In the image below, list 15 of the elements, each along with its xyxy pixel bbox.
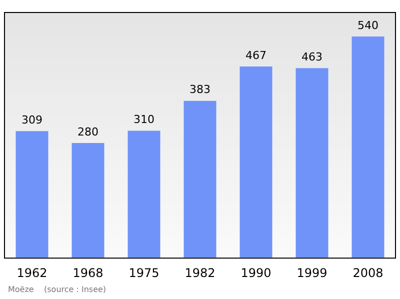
data-label: 280 (78, 125, 98, 138)
data-label: 463 (302, 50, 322, 64)
data-label: 309 (22, 113, 42, 126)
x-tick-label: 2008 (352, 266, 384, 280)
x-tick-label: 1982 (184, 266, 216, 280)
x-tick-label: 1968 (72, 266, 104, 280)
data-label: 383 (190, 83, 210, 96)
x-tick-label: 1999 (296, 266, 328, 280)
text: Moëze (source : Insee) (8, 285, 106, 294)
data-label: 310 (134, 113, 154, 126)
data-label: 540 (358, 18, 378, 32)
x-tick-label: 1962 (16, 266, 48, 280)
data-label: 467 (246, 48, 266, 62)
x-tick-label: 1975 (128, 266, 160, 280)
x-tick-label: 1990 (240, 266, 272, 280)
